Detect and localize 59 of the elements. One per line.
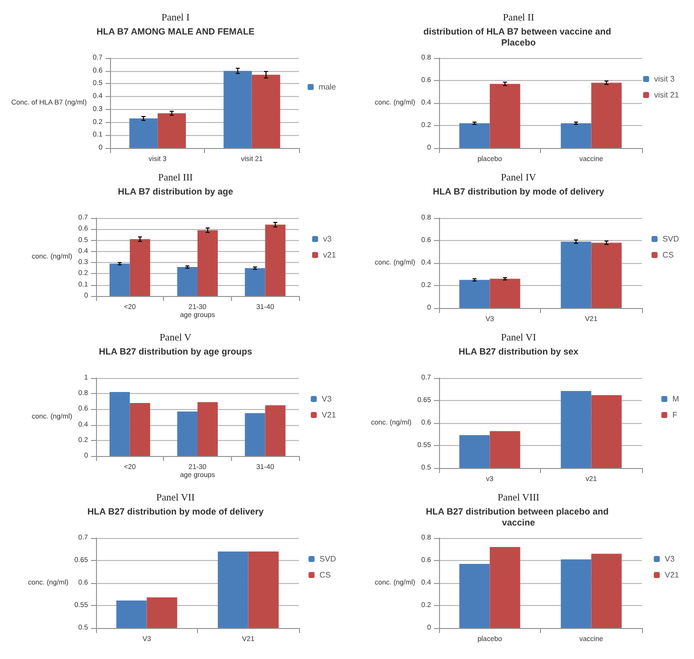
- chart-title: Panel II: [502, 12, 534, 24]
- chart-subtitle: HLA B27 distribution by sex: [458, 346, 578, 356]
- legend-label: SVD: [662, 234, 680, 244]
- legend-label: V3: [664, 554, 676, 564]
- bar: [252, 74, 280, 148]
- legend-label: V21: [322, 410, 337, 420]
- bar: [244, 413, 266, 456]
- bar: [591, 242, 622, 308]
- bar: [560, 559, 592, 628]
- chart-subtitle: HLA B7 distribution by age: [118, 186, 234, 196]
- bar: [591, 554, 622, 628]
- chart-title: Panel I: [161, 12, 190, 24]
- bar: [459, 280, 490, 308]
- legend-label: visit 3: [654, 74, 676, 84]
- chart-subtitle: HLA B7 distribution by mode of delivery: [432, 186, 604, 196]
- chart-subtitle: HLA B27 distribution by mode of delivery: [87, 506, 264, 516]
- bar: [490, 84, 520, 148]
- bar: [198, 230, 218, 296]
- bar: [490, 547, 520, 628]
- bar: [560, 242, 592, 308]
- chart-subtitle: HLA B27 distribution by age groups: [98, 346, 252, 356]
- bar: [177, 267, 198, 296]
- chart-title: Panel V: [160, 332, 192, 344]
- legend-label: male: [318, 82, 337, 92]
- chart-title: Panel III: [158, 172, 193, 184]
- bar: [110, 264, 130, 296]
- bar: [198, 402, 218, 456]
- bar: [244, 268, 266, 296]
- bar: [177, 412, 198, 456]
- legend-label: V21: [664, 570, 680, 580]
- legend-label: V3: [322, 394, 332, 404]
- chart-title: Panel IV: [500, 172, 537, 184]
- bar: [459, 123, 490, 148]
- legend-label: CS: [662, 250, 674, 260]
- bar: [591, 82, 622, 148]
- bar: [129, 118, 158, 148]
- legend-label: v3: [323, 234, 332, 244]
- legend-label: F: [672, 410, 678, 420]
- legend-label: M: [672, 394, 680, 404]
- chart-title: Panel VIII: [498, 492, 540, 504]
- bar: [560, 123, 592, 148]
- chart-title: Panel VII: [156, 492, 195, 504]
- chart-subtitle: HLA B27 distribution between placebo and vaccine: [426, 506, 612, 528]
- legend-label: CS: [320, 570, 331, 580]
- chart-subtitle: distribution of HLA B7 between vaccine and Placebo: [423, 26, 614, 48]
- bar: [265, 224, 286, 296]
- chart-subtitle: HLA B7 AMONG MALE AND FEMALE: [96, 26, 254, 36]
- legend-label: SVD: [320, 554, 336, 564]
- chart-title: Panel VI: [500, 332, 536, 344]
- bar: [224, 70, 252, 148]
- bar: [158, 113, 186, 148]
- bar: [130, 239, 150, 296]
- bar: [265, 405, 286, 456]
- bar: [110, 392, 130, 456]
- legend-label: v21: [323, 250, 337, 260]
- legend-label: visit 21: [654, 90, 680, 100]
- bar: [130, 402, 150, 456]
- bar: [459, 564, 490, 628]
- bar: [490, 278, 520, 308]
